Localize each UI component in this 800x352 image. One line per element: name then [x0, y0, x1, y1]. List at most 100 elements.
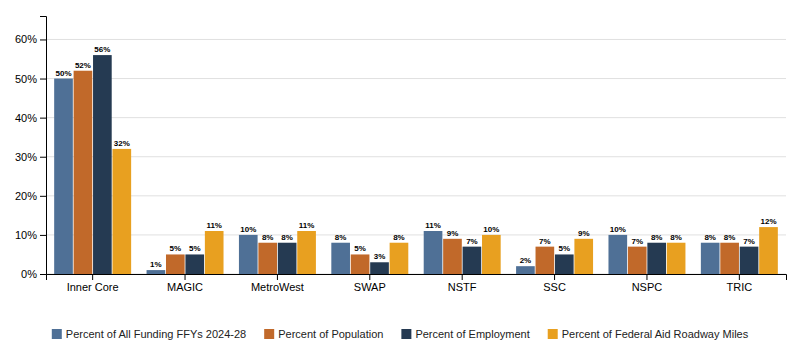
x-tick-mark — [646, 274, 647, 280]
data-label: 10% — [240, 225, 256, 234]
chart: 0%10%20%30%40%50%60%Inner CoreMAGICMetro… — [0, 0, 800, 352]
bar — [54, 79, 73, 274]
y-tick-label: 20% — [15, 190, 37, 202]
data-label: 5% — [354, 244, 366, 253]
bar — [482, 235, 501, 274]
x-tick: SWAP — [354, 274, 386, 293]
bar — [628, 247, 647, 274]
data-label: 8% — [724, 233, 736, 242]
legend: Percent of All Funding FFYs 2024-28Perce… — [52, 328, 749, 340]
legend-label: Percent of Federal Aid Roadway Miles — [562, 328, 749, 340]
x-tick-label: MetroWest — [251, 281, 304, 293]
x-tick-label: MAGIC — [167, 281, 203, 293]
legend-label: Percent of Employment — [415, 328, 529, 340]
x-axis: Inner CoreMAGICMetroWestSWAPNSTFSSCNSPCT… — [47, 274, 787, 293]
bar — [759, 227, 778, 274]
bar — [443, 239, 462, 274]
data-label: 11% — [425, 221, 441, 230]
data-label: 50% — [55, 69, 71, 78]
data-label: 3% — [374, 252, 386, 261]
data-label: 9% — [578, 229, 590, 238]
grid-line — [46, 156, 786, 157]
legend-label: Percent of Population — [278, 328, 383, 340]
y-tick-mark — [40, 79, 46, 80]
bar — [390, 243, 409, 274]
bar — [667, 243, 686, 274]
x-tick: MAGIC — [167, 274, 203, 293]
bar — [147, 270, 166, 274]
x-tick-mark — [462, 274, 463, 280]
data-label: 8% — [651, 233, 663, 242]
bar — [239, 235, 258, 274]
x-tick-mark — [369, 274, 370, 280]
x-tick-label: SSC — [543, 281, 566, 293]
data-label: 5% — [189, 244, 201, 253]
page: {"chart_data": { "type": "bar", "categor… — [0, 0, 800, 352]
y-tick: 10% — [15, 229, 46, 241]
x-tick-label: NSPC — [632, 281, 663, 293]
y-tick: 0% — [21, 268, 46, 280]
data-label: 32% — [114, 139, 130, 148]
legend-swatch — [401, 329, 411, 339]
y-tick-mark — [40, 274, 46, 275]
bar — [297, 231, 316, 274]
data-label: 10% — [610, 225, 626, 234]
x-tick: SSC — [543, 274, 566, 293]
grid-line — [46, 39, 786, 40]
bar — [608, 235, 627, 274]
data-label: 5% — [170, 244, 182, 253]
y-tick-label: 60% — [15, 33, 37, 45]
bar — [463, 247, 482, 274]
data-label: 11% — [206, 221, 222, 230]
bar — [647, 243, 666, 274]
x-tick-label: TRIC — [727, 281, 753, 293]
legend-item: Percent of Population — [264, 328, 383, 340]
bar — [205, 231, 224, 274]
legend-swatch — [548, 329, 558, 339]
data-label: 10% — [483, 225, 499, 234]
x-tick-mark — [739, 274, 740, 280]
y-tick-label: 40% — [15, 112, 37, 124]
x-tick: NSPC — [632, 274, 663, 293]
data-label: 8% — [262, 233, 274, 242]
bar — [351, 254, 370, 274]
x-tick-label: NSTF — [448, 281, 477, 293]
x-tick-mark — [277, 274, 278, 280]
bar — [370, 262, 389, 274]
data-label: 8% — [393, 233, 405, 242]
bar — [258, 243, 277, 274]
x-tick-mark — [92, 274, 93, 280]
y-tick-mark — [40, 39, 46, 40]
x-tick-label: SWAP — [354, 281, 386, 293]
bar — [166, 254, 185, 274]
bar — [74, 71, 93, 274]
data-label: 7% — [539, 237, 551, 246]
data-label: 11% — [299, 221, 315, 230]
x-tick: MetroWest — [251, 274, 304, 293]
bar — [555, 254, 574, 274]
data-label: 8% — [335, 233, 347, 242]
data-label: 12% — [760, 217, 776, 226]
x-tick-mark — [185, 274, 186, 280]
data-label: 9% — [447, 229, 459, 238]
y-axis: 0%10%20%30%40%50%60% — [15, 17, 47, 281]
bar — [720, 243, 739, 274]
y-axis-line — [40, 17, 47, 275]
grid-line — [46, 78, 786, 79]
y-tick-label: 0% — [21, 268, 37, 280]
y-tick-mark — [40, 196, 46, 197]
grid-line — [46, 117, 786, 118]
bar — [536, 247, 555, 274]
x-tick: TRIC — [727, 274, 753, 293]
data-label: 1% — [150, 260, 162, 269]
data-label: 5% — [559, 244, 571, 253]
data-label: 2% — [520, 256, 532, 265]
y-tick: 50% — [15, 73, 46, 85]
bar — [701, 243, 720, 274]
y-tick: 40% — [15, 112, 46, 124]
legend-item: Percent of Federal Aid Roadway Miles — [548, 328, 749, 340]
bar — [112, 149, 131, 274]
data-label: 7% — [631, 237, 643, 246]
y-tick-mark — [40, 235, 46, 236]
bar — [574, 239, 593, 274]
